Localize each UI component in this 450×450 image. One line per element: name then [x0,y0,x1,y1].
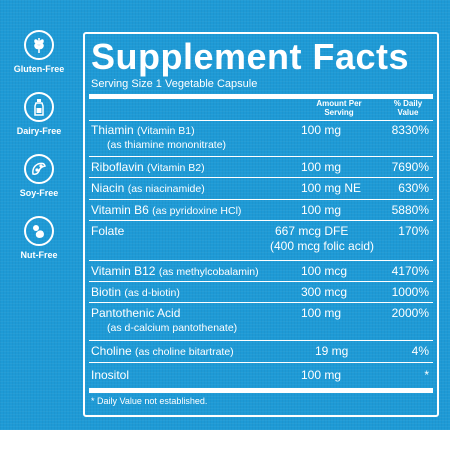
product-label: Gluten-Free Dairy-Free Soy-Free [0,0,450,430]
nut-free-badge: Nut-Free [4,216,74,260]
divider [89,120,433,121]
nutrient-daily-value: 630% [398,181,429,195]
dairy-free-badge: Dairy-Free [4,92,74,136]
nutrient-name: Pantothenic Acid [91,306,181,320]
divider [89,199,433,200]
nutrient-amount: 100 mg [301,160,342,174]
nutrient-name: Choline (as choline bitartrate) [91,344,234,358]
panel-title: Supplement Facts [91,36,410,77]
nutrient-name: Vitamin B12 (as methylcobalamin) [91,264,259,278]
divider [89,177,433,178]
divider [89,156,433,157]
nutrient-daily-value: 1000% [391,285,429,299]
nutrient-name: Riboflavin (Vitamin B2) [91,160,205,174]
nutrient-daily-value: * [424,368,429,382]
nutrient-name: Folate [91,224,125,238]
soybean-icon [24,154,54,184]
nutrient-amount: 667 mcg DFE [275,224,349,238]
nutrient-amount: 100 mg NE [301,181,362,195]
divider [89,362,433,363]
nutrient-name: Vitamin B6 (as pyridoxine HCl) [91,203,242,217]
divider [89,260,433,261]
nutrient-amount: 19 mg [315,344,349,358]
divider [89,281,433,282]
nutrient-daily-value: 4170% [391,264,429,278]
divider [89,302,433,303]
nutrient-name: Thiamin (Vitamin B1) [91,123,195,137]
badge-label: Soy-Free [19,188,59,198]
nutrient-daily-value: 2000% [391,306,429,320]
nutrient-amount: 100 mg [301,368,342,382]
divider [89,220,433,221]
nutrient-amount: 100 mg [301,123,342,137]
nutrient-name: Niacin (as niacinamide) [91,181,205,195]
milk-bottle-icon [24,92,54,122]
nutrient-name: Inositol [91,368,130,382]
nutrient-name: Biotin (as d-biotin) [91,285,180,299]
serving-size: Serving Size 1 Vegetable Capsule [91,78,258,90]
gluten-free-badge: Gluten-Free [4,30,74,74]
wheat-icon [24,30,54,60]
nutrient-amount: 100 mg [301,306,342,320]
nutrient-daily-value: 7690% [391,160,429,174]
badge-label: Dairy-Free [16,126,62,136]
badge-label: Nut-Free [20,250,58,260]
nutrient-source: (as thiamine mononitrate) [107,139,227,151]
daily-value-column-header: % Daily Value [393,99,423,117]
nutrient-amount: 100 mg [301,203,342,217]
amount-column-header: Amount Per Serving [316,99,362,117]
nutrient-amount: 300 mcg [301,285,348,299]
nutrient-daily-value: 8330% [391,123,429,137]
divider [89,94,433,99]
nutrient-daily-value: 5880% [391,203,429,217]
nut-icon [24,216,54,246]
nutrient-source: (as d-calcium pantothenate) [107,322,238,334]
nutrient-amount-detail: (400 mcg folic acid) [270,239,375,253]
nutrient-daily-value: 4% [411,344,429,358]
divider [89,388,433,393]
supplement-facts-panel: Supplement Facts Serving Size 1 Vegetabl… [83,32,439,417]
divider [89,340,433,341]
soy-free-badge: Soy-Free [4,154,74,198]
nutrient-amount: 100 mcg [301,264,348,278]
footnote: * Daily Value not established. [91,396,208,406]
nutrient-daily-value: 170% [398,224,429,238]
badge-label: Gluten-Free [13,64,65,74]
